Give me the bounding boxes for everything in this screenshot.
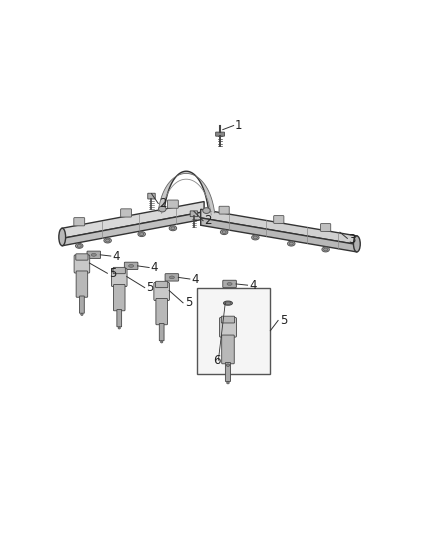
Ellipse shape [91,253,96,256]
Polygon shape [201,218,357,252]
Text: 5: 5 [109,267,117,280]
Text: 5: 5 [146,281,154,294]
Ellipse shape [225,302,231,304]
FancyBboxPatch shape [165,273,179,281]
Ellipse shape [81,313,83,316]
Ellipse shape [322,247,329,252]
FancyBboxPatch shape [215,132,224,136]
FancyBboxPatch shape [190,211,198,216]
Polygon shape [62,201,204,238]
Text: 4: 4 [113,249,120,263]
Ellipse shape [59,228,66,246]
Polygon shape [158,171,215,213]
FancyBboxPatch shape [124,262,138,270]
Ellipse shape [227,282,232,285]
Ellipse shape [129,264,134,268]
Ellipse shape [226,382,229,384]
FancyBboxPatch shape [159,324,164,341]
FancyBboxPatch shape [148,193,155,199]
Ellipse shape [77,245,81,247]
Ellipse shape [226,364,230,366]
FancyBboxPatch shape [120,209,131,217]
Bar [197,288,270,374]
FancyBboxPatch shape [219,318,237,337]
Ellipse shape [75,244,83,248]
FancyBboxPatch shape [111,269,127,287]
Polygon shape [201,209,357,245]
Text: 1: 1 [235,119,242,132]
Polygon shape [62,212,204,246]
FancyBboxPatch shape [117,310,122,327]
Text: 3: 3 [348,233,356,246]
FancyBboxPatch shape [223,280,237,288]
Text: 6: 6 [213,354,221,367]
Ellipse shape [140,233,144,236]
FancyBboxPatch shape [167,200,178,208]
FancyBboxPatch shape [74,217,85,226]
FancyBboxPatch shape [76,254,88,260]
Ellipse shape [160,341,163,343]
Ellipse shape [203,208,210,213]
Ellipse shape [289,242,293,245]
Ellipse shape [353,236,360,252]
FancyBboxPatch shape [113,285,125,311]
FancyBboxPatch shape [76,271,88,297]
Ellipse shape [324,248,328,251]
FancyBboxPatch shape [156,298,167,325]
Ellipse shape [138,232,145,237]
Ellipse shape [222,231,226,233]
Text: 4: 4 [151,261,158,274]
Ellipse shape [220,230,228,235]
Ellipse shape [106,239,110,242]
Text: 5: 5 [185,296,192,309]
Text: 2: 2 [204,214,212,227]
Ellipse shape [251,235,259,240]
FancyBboxPatch shape [154,282,170,301]
Ellipse shape [171,227,175,230]
FancyBboxPatch shape [113,268,125,273]
Text: 2: 2 [159,197,167,210]
Ellipse shape [118,327,120,329]
Ellipse shape [159,206,166,212]
Ellipse shape [169,226,177,231]
Ellipse shape [170,276,174,279]
Text: 5: 5 [280,314,287,327]
Text: 4: 4 [191,272,199,286]
Ellipse shape [253,236,258,239]
FancyBboxPatch shape [226,362,230,382]
FancyBboxPatch shape [155,281,168,288]
Ellipse shape [104,238,111,243]
FancyBboxPatch shape [80,296,84,313]
FancyBboxPatch shape [274,216,284,223]
FancyBboxPatch shape [221,316,235,323]
FancyBboxPatch shape [219,206,229,214]
FancyBboxPatch shape [74,255,90,273]
Ellipse shape [287,241,295,246]
Text: 4: 4 [249,279,257,292]
FancyBboxPatch shape [87,251,101,259]
FancyBboxPatch shape [321,224,331,231]
FancyBboxPatch shape [222,335,234,364]
Ellipse shape [223,301,233,305]
